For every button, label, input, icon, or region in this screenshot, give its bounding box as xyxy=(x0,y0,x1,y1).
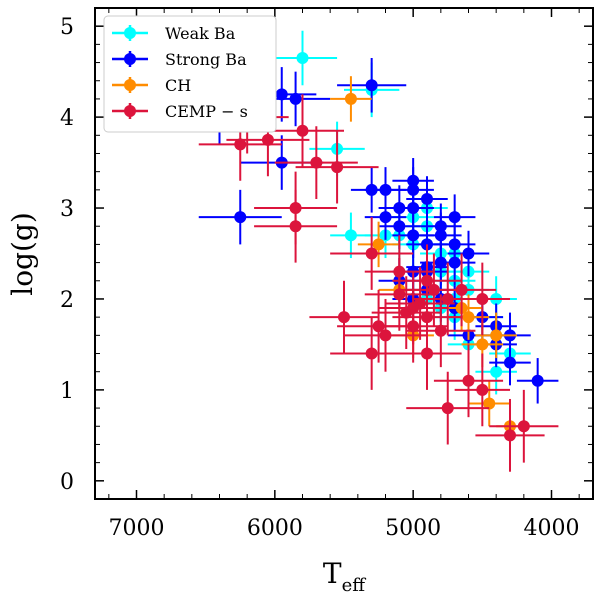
data-point xyxy=(344,229,357,242)
data-point xyxy=(455,283,468,296)
data-point xyxy=(504,356,516,369)
data-point xyxy=(490,365,503,378)
data-point xyxy=(407,229,420,242)
y-tick-label: 4 xyxy=(60,106,74,131)
legend-marker xyxy=(124,27,136,39)
data-point xyxy=(434,220,447,233)
data-point xyxy=(275,88,288,101)
data-point xyxy=(441,402,454,415)
plot-frame xyxy=(94,7,594,500)
y-tick-label: 5 xyxy=(60,15,74,40)
data-point xyxy=(462,247,475,260)
data-point xyxy=(393,202,406,215)
data-point xyxy=(531,374,544,387)
data-point xyxy=(483,397,496,410)
legend-marker xyxy=(124,53,136,65)
data-point xyxy=(379,211,392,224)
series-2 xyxy=(330,76,524,445)
x-axis-label-subscript: eff xyxy=(342,575,367,596)
data-point xyxy=(448,238,461,251)
data-point xyxy=(365,183,378,196)
data-point xyxy=(476,338,489,351)
plot-area: 7000 6000 5000 4000 0 1 2 3 4 5 xyxy=(60,7,594,541)
data-point xyxy=(407,302,420,315)
data-point xyxy=(296,52,309,65)
data-point xyxy=(421,192,433,205)
legend-marker xyxy=(124,105,136,117)
x-tick-label: 6000 xyxy=(247,516,303,541)
axis-ticks: 7000 6000 5000 4000 0 1 2 3 4 5 xyxy=(60,8,593,541)
data-point xyxy=(331,161,344,174)
data-point xyxy=(344,92,357,105)
y-tick-label: 1 xyxy=(60,379,74,404)
data-point xyxy=(504,429,516,442)
legend-label: CH xyxy=(165,76,191,95)
legend-items: Weak Ba Strong Ba CH CEMP − s xyxy=(112,24,248,121)
y-axis-label: log(g) xyxy=(6,212,39,296)
data-marks xyxy=(116,30,559,472)
x-tick-label: 5000 xyxy=(385,516,441,541)
legend-label: Strong Ba xyxy=(165,50,247,69)
data-point xyxy=(338,311,350,324)
data-point xyxy=(261,133,274,146)
data-point xyxy=(296,124,309,137)
data-point xyxy=(448,211,461,224)
y-tick-label: 2 xyxy=(60,288,74,313)
data-point xyxy=(441,292,454,305)
data-point xyxy=(517,420,530,433)
data-point xyxy=(372,320,385,333)
data-point xyxy=(421,274,433,287)
data-point xyxy=(234,138,247,151)
x-axis-label: Teff xyxy=(323,557,366,596)
data-point xyxy=(434,324,447,337)
data-point xyxy=(372,238,385,251)
data-point xyxy=(289,92,302,105)
x-tick-label: 7000 xyxy=(109,516,165,541)
x-axis-label-main: T xyxy=(323,557,342,590)
data-point xyxy=(393,288,406,301)
data-point xyxy=(365,247,378,260)
y-tick-label: 0 xyxy=(60,470,74,495)
data-point xyxy=(379,329,392,342)
legend-marker xyxy=(124,79,136,91)
data-point xyxy=(234,211,247,224)
data-point xyxy=(462,311,475,324)
legend: Weak Ba Strong Ba CH CEMP − s xyxy=(103,15,277,133)
x-tick-label: 4000 xyxy=(524,516,580,541)
data-point xyxy=(476,383,489,396)
data-point xyxy=(310,156,323,169)
y-tick-label: 3 xyxy=(60,197,74,222)
legend-label: CEMP − s xyxy=(165,102,248,121)
data-point xyxy=(407,174,420,187)
legend-box xyxy=(103,15,277,133)
data-point xyxy=(462,374,475,387)
data-point xyxy=(289,202,302,215)
data-point xyxy=(476,292,489,305)
data-point xyxy=(365,79,378,92)
legend-label: Weak Ba xyxy=(165,24,236,43)
data-point xyxy=(490,329,503,342)
data-point xyxy=(365,347,378,360)
